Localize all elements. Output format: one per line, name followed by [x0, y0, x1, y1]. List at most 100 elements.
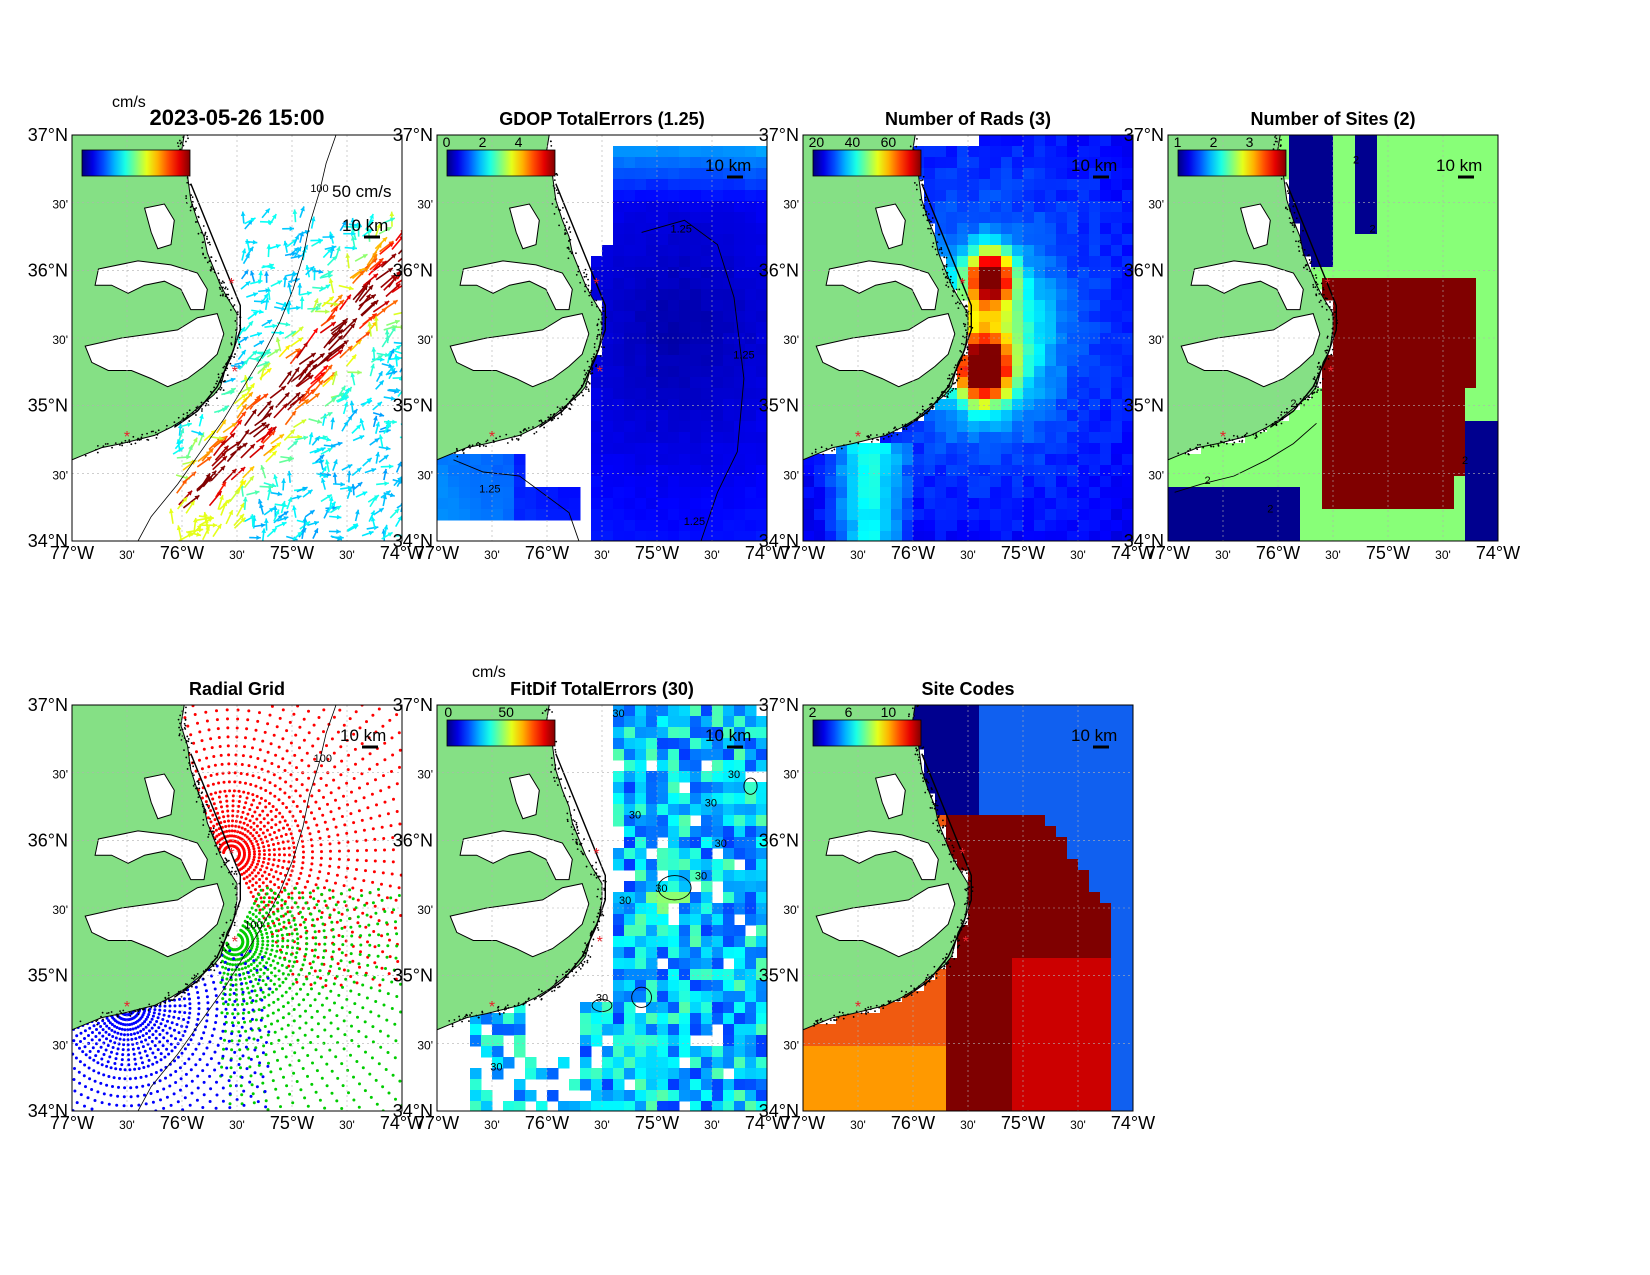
radial-grid-point — [261, 809, 265, 813]
data-cell — [756, 333, 767, 345]
data-cell — [1034, 322, 1046, 334]
radial-grid-point — [273, 831, 276, 834]
data-cell — [1023, 454, 1035, 466]
data-cell — [1399, 267, 1411, 279]
coast-dot — [924, 196, 927, 199]
data-cell — [1100, 454, 1112, 466]
data-cell — [514, 509, 526, 521]
data-cell — [1001, 432, 1013, 444]
num-rads-frame — [802, 134, 1134, 542]
lat-tick-label: 35°N — [759, 396, 799, 416]
data-cell — [1399, 179, 1411, 191]
current-vector-head — [372, 321, 377, 327]
data-cell — [635, 443, 647, 455]
coast-dot — [541, 421, 544, 424]
current-vector-head — [292, 271, 298, 277]
data-cell — [1278, 498, 1290, 510]
data-cell — [1487, 465, 1498, 477]
radial-grid-point — [227, 780, 231, 784]
coast-dot — [916, 138, 918, 140]
current-vector-head — [216, 523, 222, 529]
data-cell — [1001, 135, 1013, 147]
coast-dot — [598, 345, 601, 348]
data-cell — [924, 201, 936, 213]
data-cell — [745, 443, 757, 455]
radial-grid-point — [280, 834, 283, 838]
coast-dot — [940, 246, 943, 249]
coast-dot — [219, 381, 222, 384]
data-cell — [1333, 355, 1345, 367]
data-cell — [814, 476, 826, 488]
data-cell — [712, 201, 724, 213]
data-cell — [536, 509, 548, 521]
lat-tick-label: 36°N — [759, 260, 799, 280]
panel-radial-grid: ***77°W 30' 76°W 30' 75°W 30' 74°W37°N30'36°N3… — [28, 679, 424, 1133]
data-cell — [591, 520, 603, 532]
radial-grid-point — [279, 872, 283, 875]
current-vector-head — [258, 309, 264, 314]
data-cell — [869, 531, 881, 541]
coast-dot — [147, 439, 150, 441]
data-cell — [646, 509, 658, 521]
coast-dot — [177, 416, 180, 419]
coast-dot — [1317, 386, 1319, 389]
coast-dot — [182, 417, 185, 420]
data-cell — [990, 399, 1002, 411]
data-cell — [979, 454, 991, 466]
radial-grid-point — [304, 918, 308, 921]
current-vector-head — [168, 508, 174, 514]
data-cell — [690, 344, 702, 356]
coast-dot — [929, 403, 932, 406]
data-cell — [1100, 465, 1112, 477]
current-vector-head — [386, 227, 392, 232]
data-cell — [1344, 267, 1356, 279]
current-vector-head — [247, 220, 253, 226]
radial-grid-point — [264, 799, 267, 803]
data-cell — [1333, 520, 1345, 532]
coast-dot — [1295, 240, 1297, 243]
coast-dot — [958, 302, 961, 305]
radial-grid-point — [276, 877, 280, 881]
data-cell — [1056, 146, 1068, 158]
data-cell — [1377, 223, 1389, 235]
data-cell — [1377, 355, 1389, 367]
data-cell — [1322, 520, 1334, 532]
data-cell — [1201, 465, 1213, 477]
radial-grid-point — [320, 850, 323, 854]
current-vector-head — [371, 467, 377, 473]
data-cell — [1122, 432, 1133, 444]
coast-dot — [194, 221, 197, 223]
coast-dot — [186, 177, 189, 179]
data-cell — [1045, 388, 1057, 400]
coast-dot — [936, 253, 938, 256]
coast-dot — [563, 217, 565, 220]
coast-dot — [124, 439, 127, 442]
data-cell — [1289, 531, 1301, 541]
data-cell — [613, 344, 625, 356]
data-cell — [668, 410, 680, 422]
data-cell — [836, 454, 848, 466]
coast-dot — [1311, 392, 1314, 395]
radial-grid-point — [301, 855, 305, 859]
current-vector-head — [400, 324, 402, 330]
data-cell — [1067, 531, 1079, 541]
data-cell — [836, 465, 848, 477]
coast-dot — [214, 259, 217, 262]
data-cell — [1034, 454, 1046, 466]
current-vector-head — [341, 220, 347, 226]
radial-grid-point — [262, 845, 266, 849]
scale-bar-label: 10 km — [705, 156, 751, 175]
coast-dot — [1293, 226, 1296, 228]
radial-grid-point — [227, 829, 231, 833]
coast-dot — [495, 437, 498, 440]
data-cell — [1056, 355, 1068, 367]
data-cell — [1089, 487, 1101, 499]
data-cell — [1355, 388, 1367, 400]
data-cell — [1432, 421, 1444, 433]
coast-dot — [1295, 217, 1298, 220]
current-vector-head — [237, 420, 242, 425]
radial-grid-point — [272, 848, 276, 852]
data-cell — [657, 366, 669, 378]
data-cell — [613, 168, 625, 180]
data-cell — [1465, 399, 1477, 411]
